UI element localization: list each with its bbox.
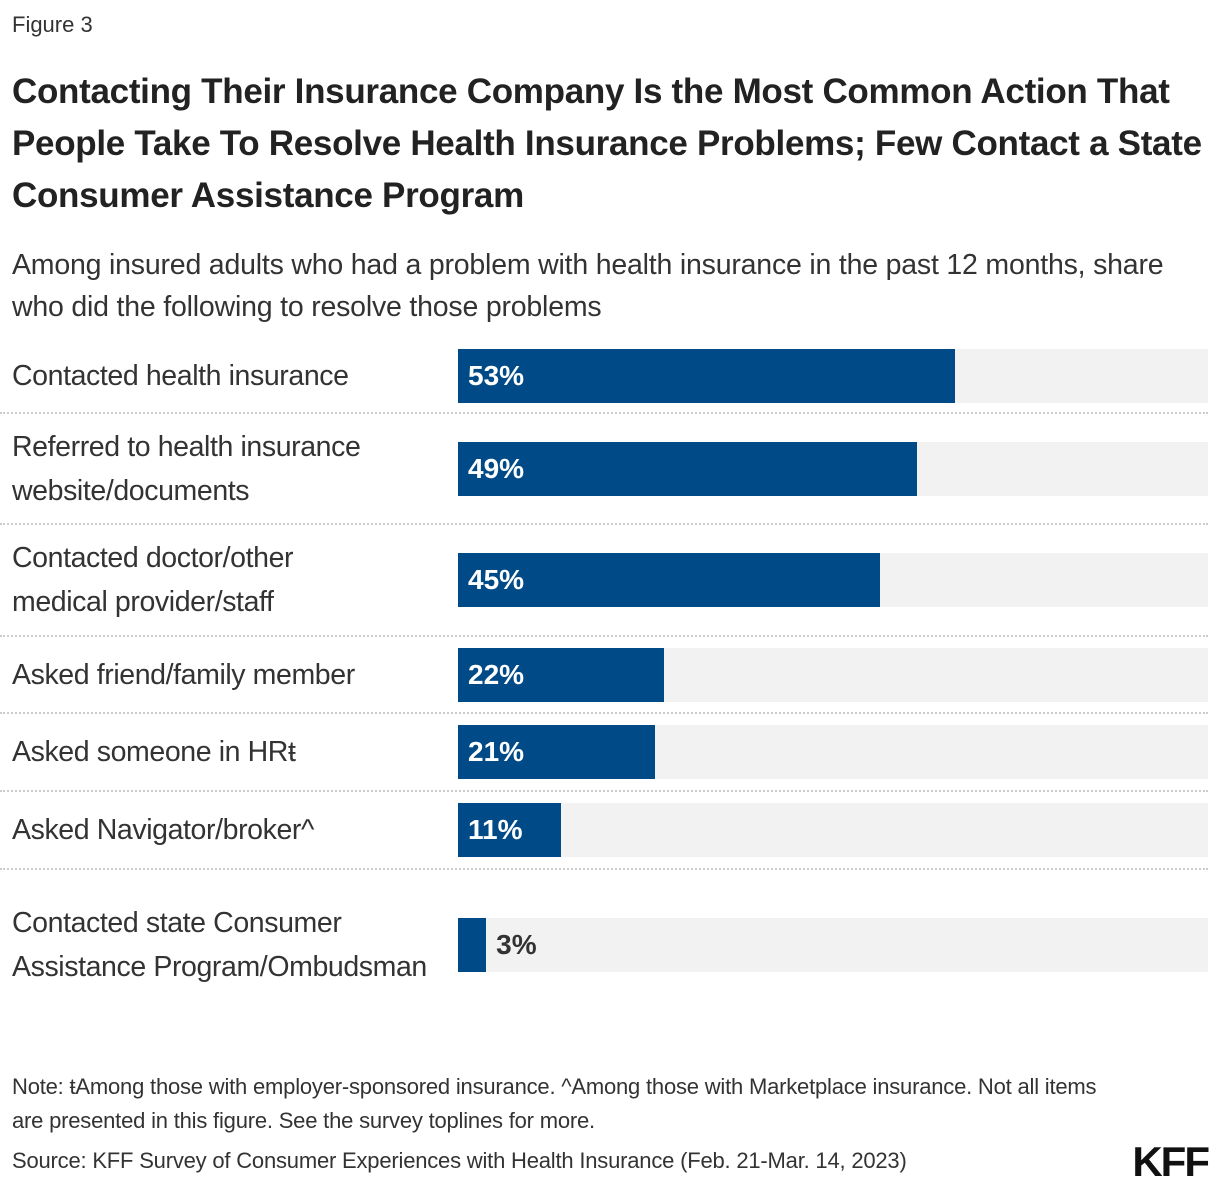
value-label: 11% [468,814,523,845]
bar-track: 49% [458,441,1208,496]
category-label: Contacted health insurance [12,360,349,392]
category-label: Asked Navigator/broker^ [12,814,314,846]
bar [458,918,487,972]
category-label: Asked someone in HRŧ [12,736,296,768]
value-label: 21% [468,736,525,767]
category-label: Contacted state Consumer Assistance Prog… [12,907,427,983]
category-label: Contacted doctor/other medical provider/… [12,542,294,618]
bar [458,349,955,403]
value-label: 22% [468,658,525,690]
bar-row: Contacted state Consumer Assistance Prog… [0,870,1208,1020]
bar-row: Contacted health insurance 53% [0,340,1208,414]
category-label: Asked friend/family member [12,658,355,691]
value-label: 45% [468,564,525,595]
value-label: 3% [496,929,537,960]
category-label: Referred to health insurance website/doc… [12,430,361,507]
bar [458,803,562,857]
value-label: 49% [468,452,525,484]
bar-track: 22% [458,647,1208,702]
bar-chart: Contacted health insurance 53% Referred to… [0,340,1220,1020]
bar-track: 21% [458,725,1208,779]
chart-title: Contacting Their Insurance Company Is th… [12,72,1202,215]
bar [458,441,918,496]
bar-row: Referred to health insurance website/doc… [0,414,1208,525]
bar-row: Asked Navigator/broker^ 11% [0,792,1208,870]
chart-subtitle: Among insured adults who had a problem w… [12,249,1164,323]
footnote: Note: ŧAmong those with employer-sponsor… [12,1074,1097,1133]
bar-row: Asked someone in HRŧ 21% [0,714,1208,792]
source-note: Source: KFF Survey of Consumer Experienc… [12,1148,907,1173]
figure-label: Figure 3 [12,12,93,37]
kff-logo: KFF [1132,1138,1210,1185]
bar-row: Contacted doctor/other medical provider/… [0,525,1208,637]
value-label: 53% [468,360,525,391]
bar-track: 3% [458,918,1208,972]
bar-track: 11% [458,803,1208,857]
bar-track: 53% [458,349,1208,403]
bar-row: Asked friend/family member 22% [0,637,1208,714]
bar-track: 45% [458,553,1208,607]
bar [458,647,665,702]
bar [458,725,655,779]
bar [458,553,880,607]
